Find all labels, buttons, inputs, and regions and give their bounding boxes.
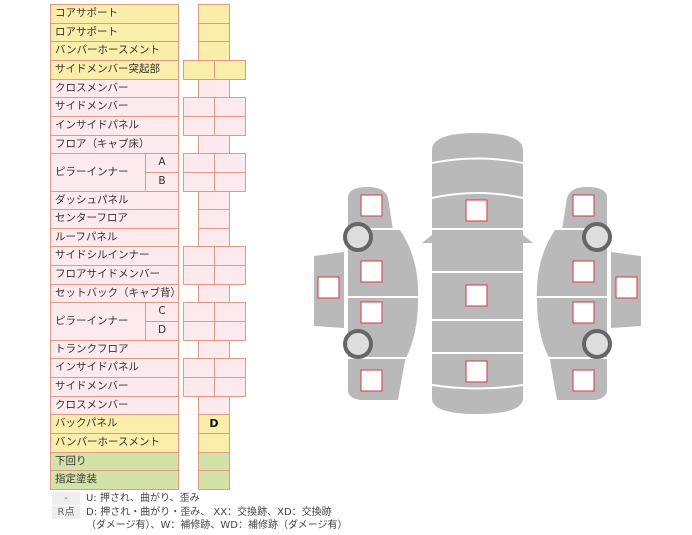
row-label: インサイドパネル	[50, 116, 179, 136]
wheel-icon	[582, 222, 612, 252]
value-cell-right[interactable]	[214, 321, 246, 341]
row-label: サイドメンバー	[50, 97, 179, 117]
damage-marker	[572, 260, 595, 283]
damage-marker	[465, 199, 488, 222]
panel-seams	[345, 157, 610, 390]
damage-marker	[615, 276, 638, 299]
wheel-icon	[582, 329, 612, 359]
value-cell[interactable]	[198, 470, 230, 490]
value-cell-right[interactable]	[214, 172, 246, 192]
row-sublabel: C	[145, 302, 179, 322]
value-cell-right[interactable]	[214, 265, 246, 285]
car-left-body	[348, 187, 419, 400]
row-sublabel: A	[145, 153, 179, 173]
row-label: クロスメンバー	[50, 396, 179, 415]
damage-marker	[360, 194, 383, 217]
row-label: バンパーホースメント	[50, 41, 179, 61]
row-label: ピラーインナー	[50, 302, 146, 341]
damage-marker	[572, 194, 595, 217]
row-label: フロアサイドメンバー	[50, 265, 179, 285]
value-cell-right[interactable]	[214, 377, 246, 397]
legend-key: R点	[52, 506, 80, 519]
legend-key: -	[52, 492, 80, 505]
row-label: ピラーインナー	[50, 153, 146, 192]
car-right-body	[536, 187, 607, 400]
legend-text: （ダメージ有）、W：補修跡、WD：補修跡（ダメージ有）	[86, 520, 348, 531]
value-cell-right[interactable]	[214, 60, 246, 80]
damage-marker	[572, 301, 595, 324]
row-label: バンパーホースメント	[50, 433, 179, 453]
car-top-body	[432, 133, 523, 414]
row-label: クロスメンバー	[50, 79, 179, 98]
row-label: バックパネル	[50, 414, 179, 434]
row-label: 指定塗装	[50, 470, 179, 490]
damage-marker	[317, 276, 340, 299]
row-label: 下回り	[50, 452, 179, 471]
damage-marker	[465, 360, 488, 383]
row-label: サイドメンバー突起部	[50, 60, 179, 80]
row-label: センターフロア	[50, 209, 179, 229]
wheel-icon	[343, 222, 373, 252]
damage-marker	[360, 369, 383, 392]
value-cell-right[interactable]	[214, 116, 246, 136]
legend-text: D: 押され・曲がり・歪み、 XX：交換跡、XD：交換跡	[86, 507, 332, 518]
damage-marker	[360, 301, 383, 324]
row-label: フロア（キャブ床）	[50, 135, 179, 154]
damage-marker	[572, 369, 595, 392]
legend-text: U: 押され、曲がり、歪み	[86, 493, 200, 504]
wheel-icon	[343, 329, 373, 359]
row-label: サイドシルインナー	[50, 246, 179, 266]
damage-marker	[465, 284, 488, 307]
damage-marker	[360, 260, 383, 283]
